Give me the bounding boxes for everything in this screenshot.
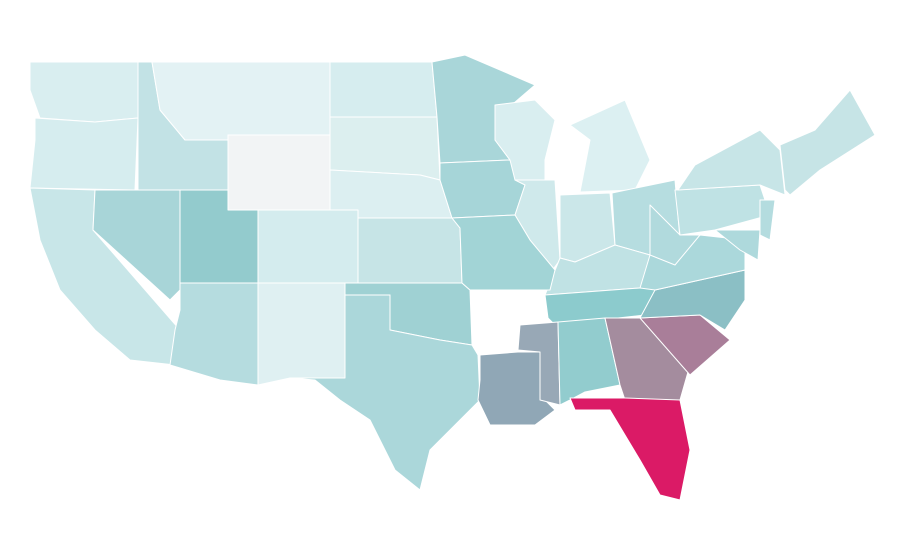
region [569,397,691,501]
region [289,294,481,491]
region [227,134,331,211]
region [569,99,651,193]
region [29,61,139,123]
region [29,117,139,191]
region [714,229,761,261]
region [257,209,359,284]
region [674,184,771,236]
region [329,61,438,118]
region [451,214,556,291]
region [779,89,876,196]
region [357,217,463,284]
region [649,204,701,266]
region [169,282,259,386]
region [759,199,776,241]
region [677,129,786,196]
region [257,282,346,386]
region [477,351,556,426]
region [151,61,331,141]
